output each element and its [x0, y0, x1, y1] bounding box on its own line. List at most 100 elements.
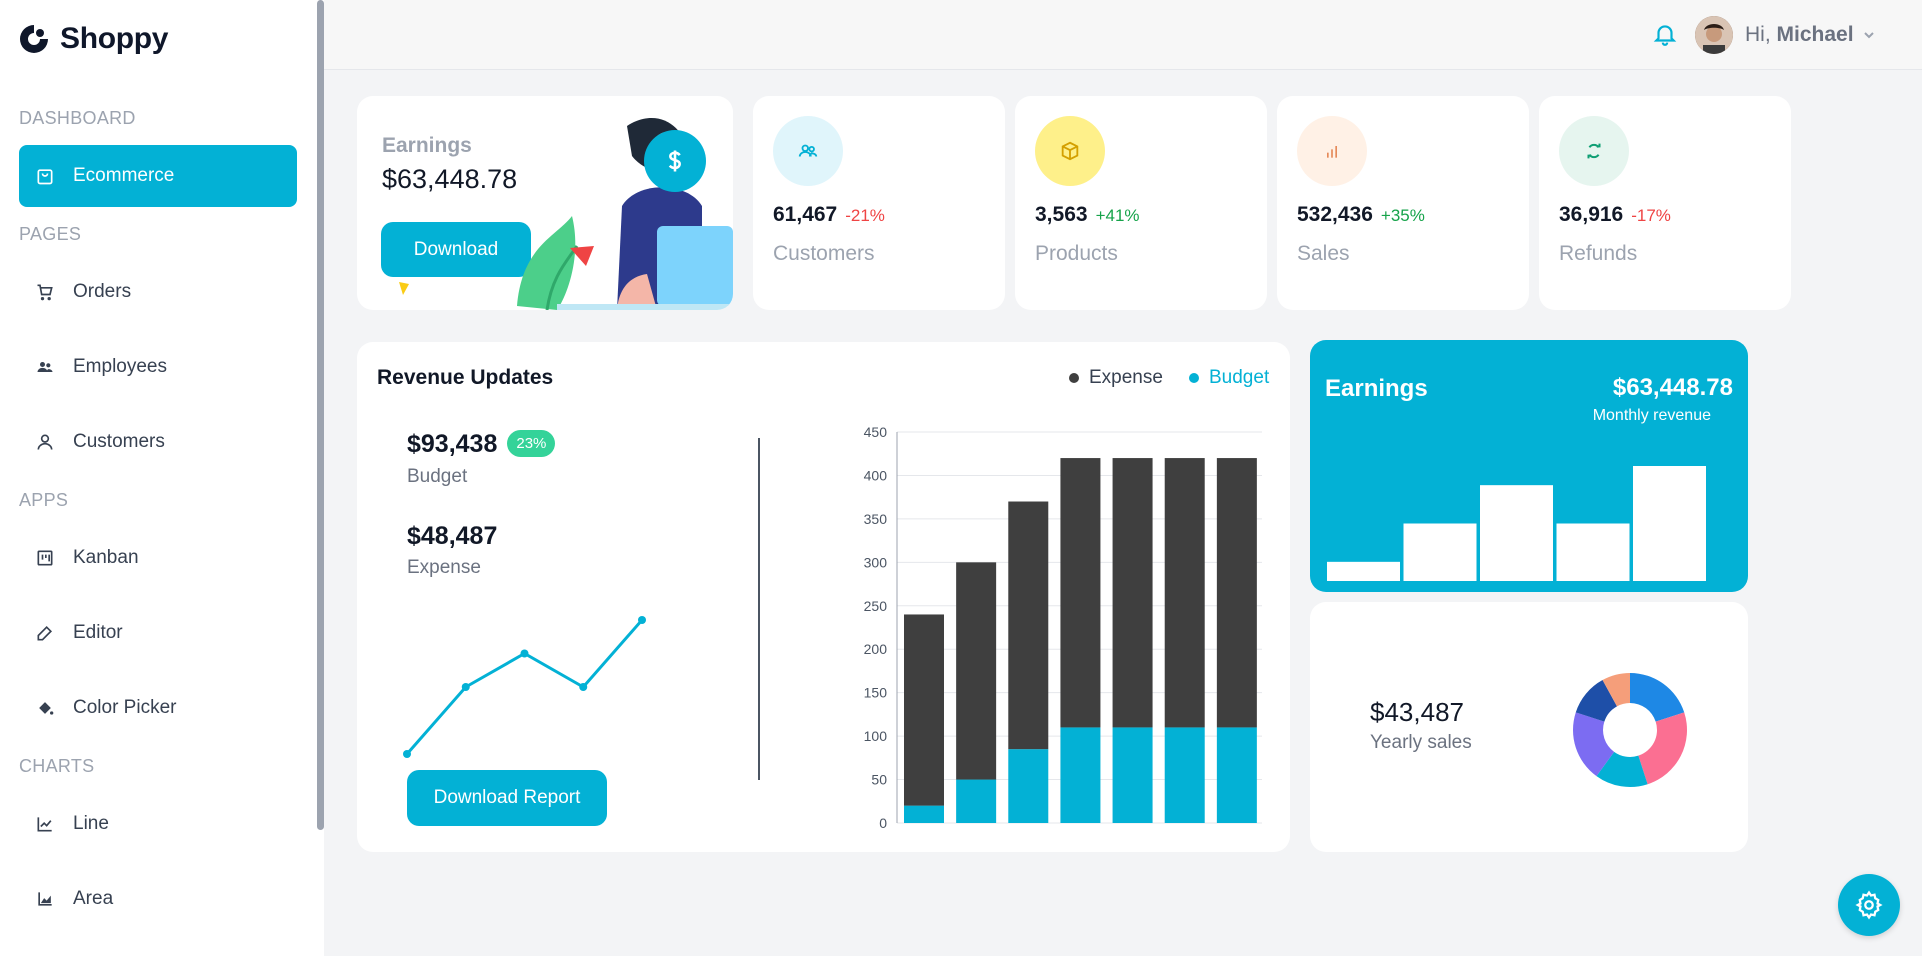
shopping-bag-icon — [37, 169, 53, 185]
yearly-sales-card: $43,487 Yearly sales — [1310, 602, 1748, 852]
bar-expense[interactable] — [956, 562, 997, 780]
earnings-panel-value: $63,448.78 — [1612, 374, 1733, 401]
monthly-bar[interactable] — [1480, 485, 1553, 581]
bar-budget[interactable] — [1060, 727, 1101, 823]
monthly-bar[interactable] — [1403, 523, 1477, 582]
y-tick-label: 150 — [864, 685, 888, 701]
stat-label: Sales — [1297, 242, 1350, 265]
sidebar-item-label: Line — [73, 813, 109, 834]
stat-icon-wrap[interactable] — [1559, 116, 1629, 186]
y-tick-label: 250 — [864, 598, 888, 614]
users-icon — [37, 362, 53, 372]
y-tick-label: 300 — [864, 554, 888, 570]
revenue-updates-card: Revenue Updates Expense Budget $93,438 23… — [357, 342, 1290, 852]
stat-icon-wrap[interactable] — [1035, 116, 1105, 186]
monthly-bar[interactable] — [1556, 523, 1630, 582]
dollar-icon — [668, 150, 681, 172]
greeting-text: Hi, — [1745, 23, 1771, 46]
refresh-icon — [1587, 143, 1601, 159]
bell-icon[interactable] — [1652, 21, 1678, 47]
bar-expense[interactable] — [904, 614, 944, 806]
budget-value: $93,438 23% — [407, 430, 556, 459]
revenue-title: Revenue Updates — [377, 366, 554, 389]
sparkline-point[interactable] — [579, 683, 588, 691]
bar-budget[interactable] — [904, 805, 944, 823]
sparkline-point[interactable] — [403, 750, 411, 758]
monthly-bar-chart — [1327, 466, 1706, 582]
legend-label: Expense — [1089, 367, 1163, 388]
line-chart-icon — [37, 817, 52, 832]
sidebar-item-label: Editor — [73, 622, 123, 643]
dollar-badge — [644, 130, 706, 192]
monthly-bar[interactable] — [1633, 466, 1706, 581]
donut-slice[interactable] — [1575, 680, 1617, 722]
bar-budget[interactable] — [1216, 727, 1257, 823]
donut-slice[interactable] — [1630, 673, 1685, 722]
stat-change: +35% — [1380, 206, 1425, 225]
download-report-button[interactable]: Download Report — [407, 770, 607, 826]
donut-slice[interactable] — [1638, 712, 1687, 785]
sidebar-item-orders[interactable]: Orders — [19, 261, 297, 323]
section-title-apps: APPS — [19, 490, 69, 510]
sidebar-scrollbar[interactable] — [317, 0, 324, 830]
yearly-value: $43,487 — [1370, 697, 1464, 727]
bar-expense[interactable] — [1060, 458, 1101, 728]
bar-expense[interactable] — [1164, 458, 1205, 728]
avatar[interactable] — [1695, 16, 1733, 54]
sidebar-item-label: Orders — [73, 281, 132, 302]
donut-slice[interactable] — [1596, 751, 1648, 787]
stat-value: 3,563 +41% — [1035, 203, 1140, 227]
users-icon — [798, 144, 818, 157]
paint-bucket-icon — [39, 702, 54, 715]
sidebar-item-customers[interactable]: Customers — [19, 411, 297, 473]
sidebar-item-color-picker[interactable]: Color Picker — [19, 677, 297, 739]
shoppy-logo-icon — [20, 25, 48, 53]
kanban-icon — [37, 550, 53, 566]
download-button[interactable]: Download — [381, 222, 531, 277]
donut-slice[interactable] — [1602, 673, 1630, 707]
y-tick-label: 100 — [864, 728, 888, 744]
app-name: Shoppy — [60, 22, 169, 55]
stat-icon-wrap[interactable] — [1297, 116, 1367, 186]
sidebar-item-area[interactable]: Area — [19, 868, 297, 930]
bar-expense[interactable] — [1008, 501, 1049, 750]
bar-budget[interactable] — [956, 779, 997, 823]
sidebar-item-employees[interactable]: Employees — [19, 336, 297, 398]
sidebar-item-ecommerce[interactable]: Ecommerce — [19, 145, 297, 207]
settings-button[interactable] — [1838, 874, 1900, 936]
y-tick-label: 200 — [864, 641, 888, 657]
sidebar-item-editor[interactable]: Editor — [19, 602, 297, 664]
stat-icon-wrap[interactable] — [773, 116, 843, 186]
sparkline-point[interactable] — [461, 683, 470, 691]
yearly-donut-chart — [1573, 673, 1687, 787]
sidebar-item-label: Customers — [73, 431, 165, 452]
y-tick-label: 350 — [864, 511, 888, 527]
bar-expense[interactable] — [1216, 458, 1257, 728]
edit-icon — [37, 625, 53, 641]
legend-dot-icon — [1069, 373, 1079, 383]
monthly-earnings-card: Earnings $63,448.78 Monthly revenue — [1310, 340, 1748, 592]
stat-label: Refunds — [1559, 242, 1638, 265]
bar-budget[interactable] — [1164, 727, 1205, 823]
stat-number: 3,563 — [1035, 203, 1088, 226]
sparkline-point[interactable] — [520, 649, 529, 658]
top-bar — [324, 0, 1922, 70]
stat-value: 532,436 +35% — [1297, 203, 1425, 227]
stat-card-refunds: 36,916 -17% Refunds — [1539, 96, 1791, 310]
legend-budget[interactable]: Budget — [1189, 367, 1269, 389]
bar-expense[interactable] — [1112, 458, 1153, 728]
sidebar-item-kanban[interactable]: Kanban — [19, 527, 297, 589]
app-logo[interactable]: Shoppy — [18, 22, 169, 56]
sidebar-item-line[interactable]: Line — [19, 793, 297, 855]
section-title-pages: PAGES — [19, 224, 82, 244]
bar-budget[interactable] — [1008, 749, 1049, 823]
donut-slice[interactable] — [1573, 712, 1615, 777]
stat-number: 532,436 — [1297, 203, 1373, 226]
user-greeting[interactable]: Hi, Michael — [1745, 23, 1854, 47]
sparkline-point[interactable] — [638, 616, 646, 624]
monthly-bar[interactable] — [1327, 561, 1400, 581]
chevron-down-icon[interactable] — [1862, 28, 1876, 42]
earnings-panel-subtitle: Monthly revenue — [1592, 407, 1711, 424]
bar-budget[interactable] — [1112, 727, 1153, 823]
legend-expense[interactable]: Expense — [1069, 367, 1163, 389]
